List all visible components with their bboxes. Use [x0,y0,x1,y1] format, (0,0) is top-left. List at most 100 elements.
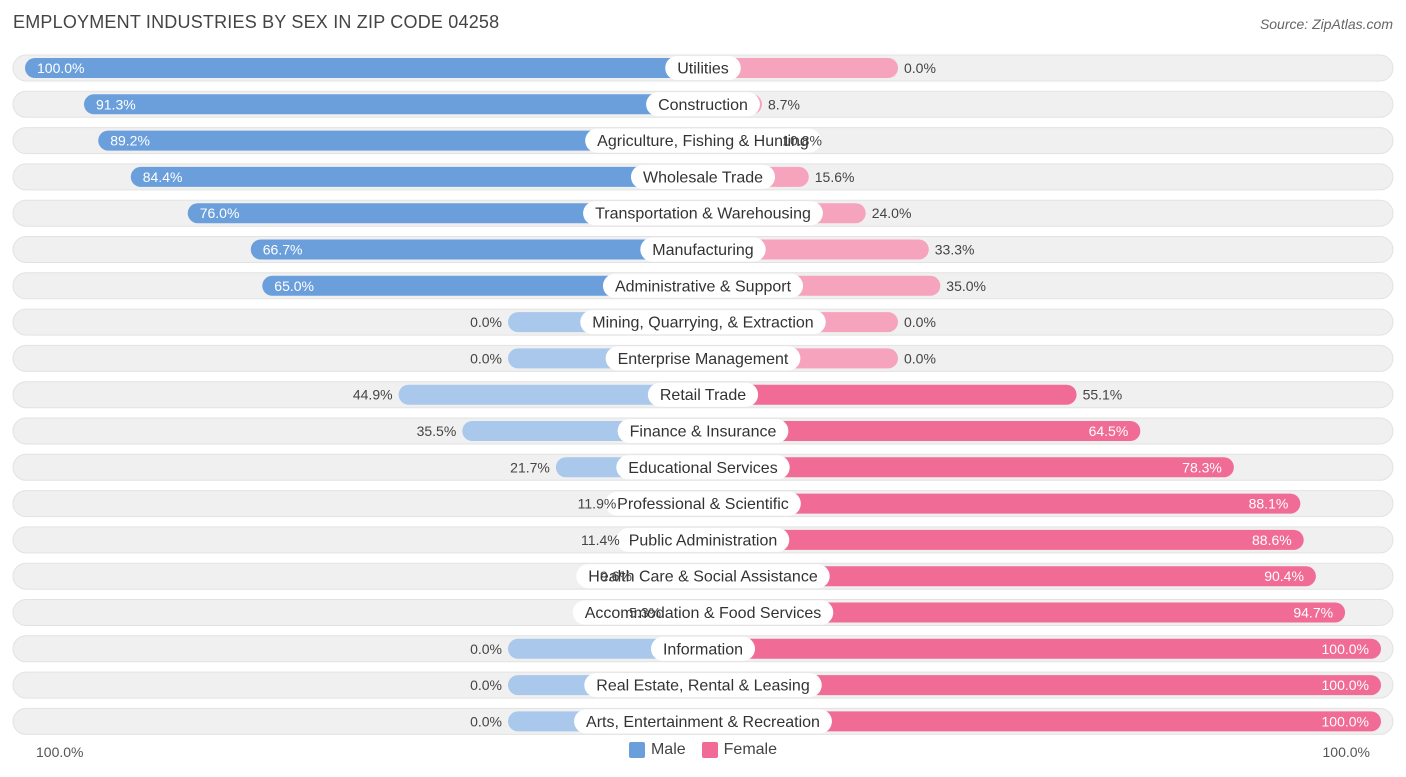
chart-title: EMPLOYMENT INDUSTRIES BY SEX IN ZIP CODE… [13,12,500,32]
male-value-label: 0.0% [470,350,502,366]
category-label-bg [646,92,760,117]
category-label: Accommodation & Food Services [585,605,822,622]
female-bar [693,457,1234,478]
female-value-label: 88.1% [1249,496,1289,512]
category-label: Educational Services [628,460,777,477]
category-label-bg [630,164,776,189]
category-label-bg [617,419,789,443]
female-value-label: 88.6% [1252,532,1292,548]
category-label: Public Administration [629,532,778,549]
female-value-label: 100.0% [1322,713,1369,729]
male-bar [98,130,713,151]
category-label: Wholesale Trade [643,169,763,186]
category-label: Information [663,641,743,658]
female-value-label: 55.1% [1083,387,1123,403]
female-value-label: 100.0% [1322,641,1369,657]
female-value-label: 94.7% [1293,605,1333,621]
male-value-label: 91.3% [96,96,136,112]
female-value-label: 0.0% [904,314,936,330]
male-value-label: 0.0% [470,641,502,657]
category-label: Arts, Entertainment & Recreation [586,714,820,731]
male-bar [262,275,713,296]
chart-source: Source: ZipAtlas.com [1259,16,1393,32]
legend-item-male[interactable]: Male [628,741,686,759]
legend-swatch-male [628,742,645,758]
category-label-bg [602,273,804,298]
male-bar [130,166,713,187]
category-label: Health Care & Social Assistance [588,569,818,586]
female-bar [693,529,1304,550]
male-bar [187,203,714,224]
male-value-label: 44.9% [353,387,393,403]
category-label: Real Estate, Rental & Leasing [596,678,809,695]
female-value-label: 100.0% [1322,677,1369,693]
male-value-label: 84.4% [143,169,183,185]
male-value-label: 100.0% [37,60,84,76]
male-value-label: 65.0% [274,278,314,294]
male-value-label: 89.2% [110,133,150,149]
category-label: Agriculture, Fishing & Hunting [597,133,809,150]
male-bar [398,384,713,405]
legend-label-male: Male [650,741,686,758]
male-bar [83,94,713,115]
male-value-label: 11.4% [581,532,620,548]
male-value-label: 0.0% [470,677,502,693]
category-label-bg [605,346,801,371]
female-value-label: 33.3% [935,242,975,258]
axis-right-label: 100.0% [1322,744,1370,760]
male-bar [25,58,713,78]
male-value-label: 0.0% [470,713,502,729]
category-label: Mining, Quarrying, & Extraction [592,315,813,332]
category-label: Utilities [677,61,729,78]
male-value-label: 0.0% [470,314,502,330]
category-label: Construction [658,97,748,114]
female-bar [693,711,1381,732]
female-bar [693,638,1381,659]
female-value-label: 15.6% [815,169,855,185]
male-value-label: 21.7% [510,459,550,475]
category-label: Retail Trade [660,387,746,404]
female-value-label: 64.5% [1089,423,1129,439]
legend-item-female[interactable]: Female [701,741,778,759]
legend-label-female: Female [723,741,778,758]
category-label-bg [584,673,822,698]
chart-svg: Utilities 100.0% 0.0% Construction 91.3% 8.7%… [12,54,1394,735]
chart-legend: Male Female [0,741,1406,759]
category-label-bg [665,56,741,80]
male-value-label: 35.5% [417,423,457,439]
female-bar [693,675,1381,696]
category-label-bg [580,310,826,335]
category-label-bg [616,455,790,480]
category-label-bg [585,128,821,153]
male-value-label: 76.0% [200,205,240,221]
category-label-bg [583,201,823,226]
female-value-label: 78.3% [1182,459,1222,475]
female-value-label: 35.0% [946,278,986,294]
category-label-bg [650,636,756,661]
female-value-label: 24.0% [872,205,912,221]
female-value-label: 90.4% [1264,568,1304,584]
category-label: Manufacturing [652,242,753,259]
category-label: Administrative & Support [615,278,792,295]
female-bar [693,493,1301,514]
axis-left-label: 100.0% [36,744,84,760]
male-bar [250,239,714,260]
female-bar [693,566,1316,587]
female-bar [693,602,1346,623]
female-bar [693,384,1077,405]
male-value-label: 9.6% [600,568,632,584]
category-label: Transportation & Warehousing [595,206,811,223]
category-label: Finance & Insurance [630,424,777,441]
legend-swatch-female [701,742,718,758]
category-label-bg [605,491,801,516]
category-label-bg [640,237,766,262]
category-label: Professional & Scientific [617,496,789,513]
female-value-label: 0.0% [904,350,936,366]
female-value-label: 8.7% [768,96,800,112]
male-value-label: 5.3% [629,605,661,621]
female-value-label: 0.0% [904,60,936,76]
category-label-bg [572,600,834,625]
female-value-label: 10.8% [782,133,822,149]
category-label-bg [647,382,759,407]
category-label-bg [616,527,790,552]
